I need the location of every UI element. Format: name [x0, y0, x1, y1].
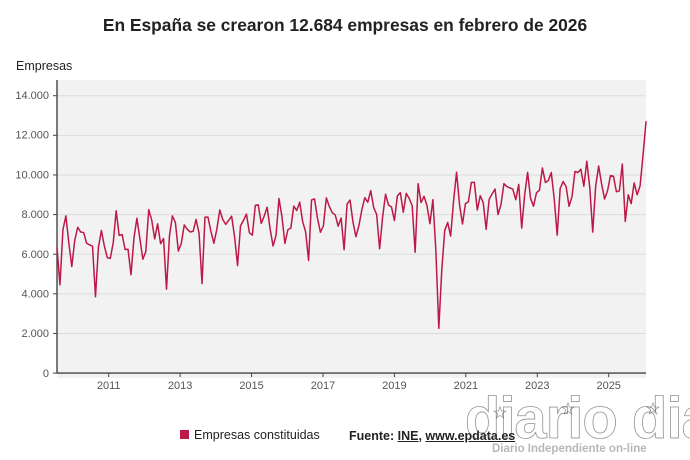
svg-text:0: 0 — [43, 368, 49, 380]
svg-text:2.000: 2.000 — [21, 328, 49, 340]
svg-text:2017: 2017 — [311, 380, 335, 392]
svg-text:12.000: 12.000 — [15, 130, 49, 142]
svg-text:8.000: 8.000 — [21, 209, 49, 221]
svg-text:6.000: 6.000 — [21, 249, 49, 261]
svg-text:2011: 2011 — [97, 380, 121, 392]
svg-text:2015: 2015 — [239, 380, 263, 392]
svg-text:2013: 2013 — [168, 380, 192, 392]
svg-text:10.000: 10.000 — [15, 170, 49, 182]
svg-text:14.000: 14.000 — [15, 90, 49, 102]
svg-text:4.000: 4.000 — [21, 289, 49, 301]
svg-text:2019: 2019 — [382, 380, 406, 392]
